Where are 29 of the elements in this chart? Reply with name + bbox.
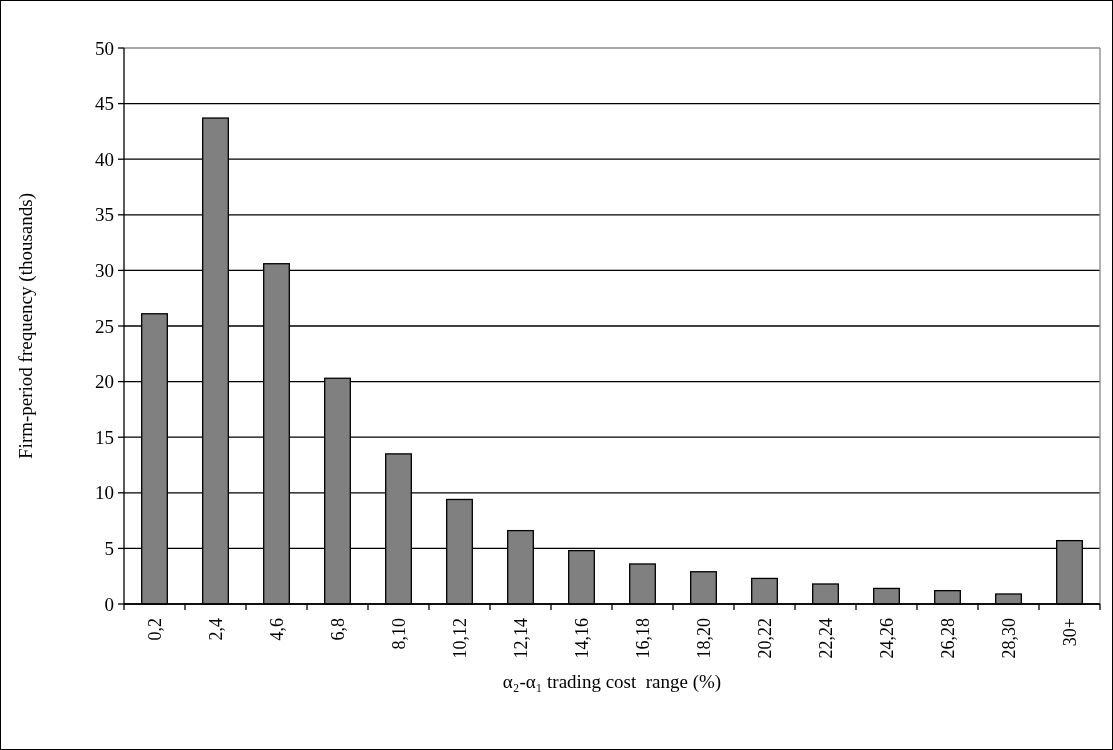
x-tick-label: 26,28 [937, 618, 958, 659]
x-tick-label: 14,16 [571, 618, 592, 659]
x-tick-label: 20,22 [754, 618, 775, 659]
y-tick-label: 45 [95, 93, 114, 115]
x-tick-label: 8,10 [388, 618, 409, 650]
x-tick-label: 6,8 [327, 618, 348, 641]
x-tick-label: 12,14 [510, 618, 531, 659]
x-tick-label: 24,26 [876, 618, 897, 659]
x-tick-label: 30+ [1059, 618, 1080, 647]
x-tick-label: 16,18 [632, 618, 653, 659]
y-tick-label: 25 [95, 315, 114, 337]
x-tick-label: 4,6 [266, 618, 287, 641]
y-tick-label: 15 [95, 426, 114, 448]
y-axis-title: Firm-period frequency (thousands) [15, 193, 37, 459]
y-tick-label: 20 [95, 371, 114, 393]
y-tick-label: 40 [95, 148, 114, 170]
y-tick-label: 50 [95, 37, 114, 59]
y-tick-label: 30 [95, 260, 114, 282]
y-tick-label: 35 [95, 204, 114, 226]
x-tick-label: 2,4 [205, 618, 226, 641]
y-tick-label: 10 [95, 482, 114, 504]
x-tick-label: 22,24 [815, 618, 836, 659]
x-tick-label: 10,12 [449, 618, 470, 659]
y-tick-label: 0 [104, 593, 114, 615]
x-tick-label: 28,30 [998, 618, 1019, 659]
x-axis-title: α₂-α₁ trading cost range (%) [502, 671, 722, 693]
y-tick-label: 5 [104, 538, 114, 560]
x-tick-label: 18,20 [693, 618, 714, 659]
x-tick-label: 0,2 [144, 618, 165, 641]
